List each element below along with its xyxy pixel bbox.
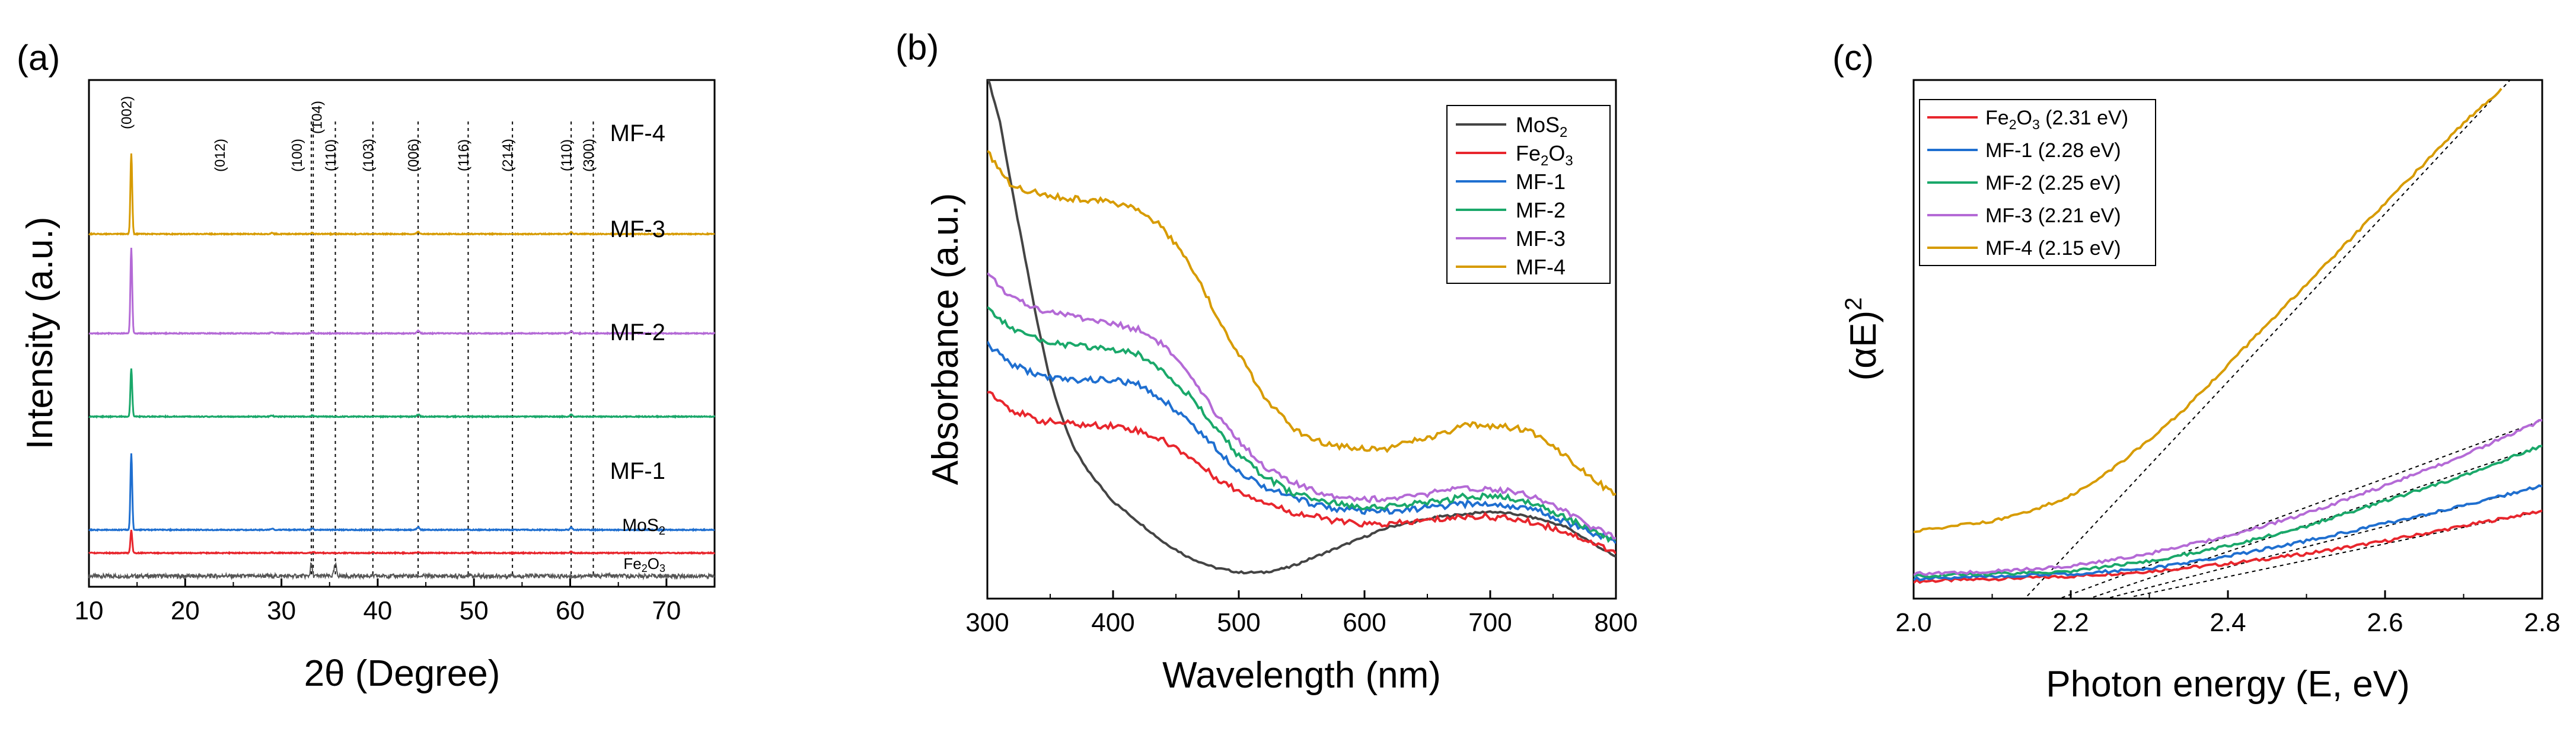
hkl-label: (110): [323, 139, 339, 171]
series-line-fe2o3231ev: [1914, 509, 2542, 584]
xrd-chart: (002) (012) (100)(104) (110) (103) (006) (116)…: [20, 79, 716, 694]
series-labels: MF-4 MF-3 MF-2 MF-1 MoS2 Fe2O3: [610, 120, 665, 574]
tangent-fit-line: [2057, 419, 2542, 599]
legend-label: MF-1 (2.28 eV): [1985, 139, 2121, 162]
legend-label: Fe2O3: [1516, 141, 1573, 169]
panel-label-c: (c): [1832, 38, 1874, 78]
x-tick-label: 800: [1594, 608, 1637, 637]
hkl-label: (012): [212, 139, 228, 172]
x-tick-label: 400: [1091, 608, 1134, 637]
series-line-mf4: [88, 153, 715, 236]
x-tick-label: 700: [1468, 608, 1512, 637]
legend-label: MF-2: [1516, 198, 1566, 222]
x-tick-label: 50: [460, 596, 489, 625]
hkl-label: (110): [559, 139, 575, 171]
series-line-mf1228ev: [1914, 484, 2542, 581]
hkl-label: (100): [289, 139, 305, 172]
series-line-mf3: [88, 248, 716, 336]
x-tick-label: 10: [75, 596, 104, 625]
hkl-labels: (002) (012) (100)(104) (110) (103) (006) (116)…: [119, 96, 597, 172]
series-label-mf2: MF-2: [610, 319, 665, 346]
x-tick-label: 2.2: [2052, 608, 2089, 637]
series-group: [88, 153, 716, 581]
series-line-fe2o3: [987, 391, 1616, 555]
hkl-label: (104): [309, 101, 325, 134]
reference-lines: [310, 122, 594, 576]
hkl-label: (214): [500, 139, 516, 172]
series-group: [987, 80, 1616, 575]
x-axis-ticks: 300 400 500 600 700 800: [965, 590, 1638, 637]
series-label-mos2: MoS2: [622, 516, 665, 538]
x-tick-label: 40: [363, 596, 392, 625]
series-label-mf3: MF-3: [610, 216, 665, 242]
x-tick-label: 2.4: [2210, 608, 2246, 637]
x-tick-label: 300: [965, 608, 1009, 637]
legend-label: MF-4: [1516, 255, 1566, 279]
x-axis-ticks: 2.0 2.2 2.4 2.6 2.8: [1895, 590, 2561, 637]
legend-box: [1446, 105, 1611, 284]
series-group: [1914, 88, 2542, 584]
series-line-mf2225ev: [1914, 445, 2542, 578]
legend-label: MF-4 (2.15 eV): [1985, 237, 2121, 260]
series-line-fe2o3: [88, 562, 715, 581]
hkl-label: (006): [406, 139, 422, 172]
series-line-mf1: [88, 453, 715, 532]
x-tick-label: 70: [652, 596, 681, 625]
x-tick-label: 2.6: [2367, 608, 2403, 637]
series-line-mf1: [987, 341, 1616, 544]
tangent-fit-line: [2024, 80, 2511, 599]
legend-label: MF-3: [1516, 226, 1566, 251]
x-tick-label: 600: [1343, 608, 1386, 637]
x-tick-label: 2.0: [1895, 608, 1931, 637]
legend-label: Fe2O3 (2.31 eV): [1985, 107, 2128, 132]
y-axis-label: Intensity (a.u.): [20, 217, 60, 450]
tangent-fit-line: [2109, 485, 2542, 599]
series-line-mos2: [987, 80, 1616, 575]
panel-label-b: (b): [895, 27, 939, 67]
y-axis-label: Absorbance (a.u.): [925, 193, 966, 485]
hkl-label: (103): [361, 139, 377, 172]
series-label-mf1: MF-1: [610, 458, 665, 484]
series-line-mf3221ev: [1914, 418, 2542, 577]
legend-label: MoS2: [1516, 113, 1567, 140]
hkl-label: (002): [119, 96, 135, 129]
legend-label: MF-1: [1516, 170, 1566, 194]
series-line-mf4: [987, 150, 1616, 496]
absorbance-chart: 300 400 500 600 700 800 Wavelength (nm) Absor…: [925, 79, 1638, 696]
legend-entries: Fe2O3 (2.31 eV) MF-1 (2.28 eV) MF-2 (2.25 …: [1927, 107, 2128, 260]
series-line-mf2: [88, 368, 716, 419]
series-line-mf2: [987, 306, 1616, 543]
x-tick-label: 20: [171, 596, 200, 625]
legend-label: MF-3 (2.21 eV): [1985, 204, 2121, 227]
legend: Fe2O3 (2.31 eV) MF-1 (2.28 eV) MF-2 (2.25 …: [1919, 99, 2156, 266]
series-line-mf4215ev: [1914, 88, 2502, 533]
tauc-plot: 2.0 2.2 2.4 2.6 2.8 Photon energy (E, eV) (α…: [1841, 79, 2561, 705]
x-axis-label: Photon energy (E, eV): [2046, 664, 2409, 705]
legend-label: MF-2 (2.25 eV): [1985, 172, 2121, 194]
y-axis-label: (αE)2: [1841, 298, 1884, 381]
series-label-fe2o3: Fe2O3: [623, 555, 665, 574]
hkl-label: (116): [455, 139, 471, 171]
x-tick-label: 60: [556, 596, 585, 625]
x-tick-label: 2.8: [2524, 608, 2560, 637]
panel-label-a: (a): [17, 38, 60, 78]
tangent-fit-lines: [2024, 80, 2542, 599]
x-axis-label: 2θ (Degree): [304, 653, 500, 694]
x-tick-label: 500: [1217, 608, 1260, 637]
hkl-label: (300): [581, 139, 597, 172]
series-label-mf4: MF-4: [610, 120, 665, 146]
series-line-mos2: [88, 529, 715, 555]
x-tick-label: 30: [267, 596, 296, 625]
series-line-mf3: [987, 272, 1616, 540]
x-axis-ticks: 10 20 30 40 50 60 70: [75, 578, 681, 625]
x-axis-label: Wavelength (nm): [1162, 655, 1441, 696]
